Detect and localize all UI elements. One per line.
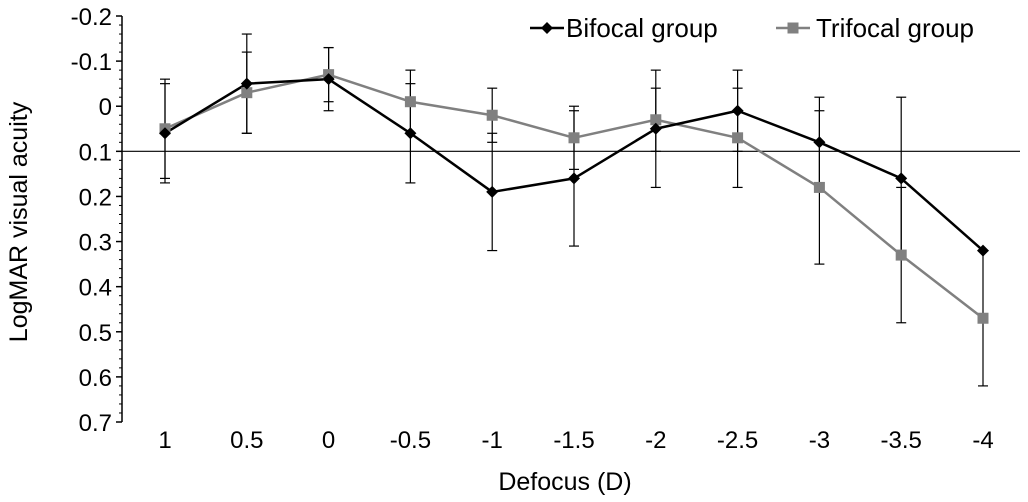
axes xyxy=(116,15,123,423)
trifocal-group-point xyxy=(977,312,989,324)
legend-label-bifocal-group: Bifocal group xyxy=(566,13,718,43)
legend-marker-bifocal-group xyxy=(541,22,553,34)
tick-labels: -0.2 -0.1 0 0.1 0.2 0.3 0.4 0.5 0.6 0.7 1 0.5 0 -0.5 -… xyxy=(71,4,994,454)
legend-label-trifocal-group: Trifocal group xyxy=(816,13,974,43)
y-tick-label: 0.6 xyxy=(79,365,112,392)
trifocal-group-point xyxy=(241,87,253,99)
legend: Bifocal group Trifocal group xyxy=(530,13,974,43)
y-tick-label: 0.3 xyxy=(79,230,112,257)
y-tick-label: -0.2 xyxy=(71,4,112,31)
bifocal-group-point xyxy=(486,185,499,198)
y-tick-label: 0.5 xyxy=(79,320,112,347)
bifocal-group-point xyxy=(895,172,908,185)
bifocal-group-point xyxy=(731,104,744,117)
bifocal-group-point xyxy=(977,244,989,257)
x-tick-label: -3.5 xyxy=(881,427,922,454)
trifocal-group-point xyxy=(732,132,744,144)
bifocal-group-point xyxy=(240,77,253,90)
x-axis-title: Defocus (D) xyxy=(498,468,631,496)
x-tick-label: -1.5 xyxy=(553,427,594,454)
trifocal-group-point xyxy=(895,249,907,261)
bifocal-group-point xyxy=(568,172,580,185)
bifocal-group-point xyxy=(813,136,826,149)
x-tick-label: 0.5 xyxy=(230,427,263,454)
y-tick-label: 0.1 xyxy=(79,139,112,166)
legend-marker-trifocal-group xyxy=(787,22,799,34)
error-bars xyxy=(160,33,988,387)
y-tick-label: 0 xyxy=(99,94,112,121)
series-markers xyxy=(159,69,989,324)
trifocal-group-point xyxy=(650,114,662,126)
bifocal-group-point xyxy=(649,122,662,135)
y-tick-label: 0.2 xyxy=(79,184,112,211)
y-tick-label: 0.7 xyxy=(79,410,112,437)
bifocal-group-point xyxy=(404,127,417,140)
y-tick-label: -0.1 xyxy=(71,49,112,76)
trifocal-group-point xyxy=(486,109,498,121)
bifocal-group-point xyxy=(322,73,335,86)
x-tick-label: 1 xyxy=(158,427,171,454)
trifocal-group-point xyxy=(404,96,416,108)
x-tick-label: -3 xyxy=(809,427,830,454)
x-tick-label: -2.5 xyxy=(717,427,758,454)
y-tick-label: 0.4 xyxy=(79,275,112,302)
x-tick-label: -4 xyxy=(972,427,993,454)
y-axis-title: LogMAR visual acuity xyxy=(5,101,33,342)
trifocal-group-point xyxy=(813,181,825,193)
x-tick-label: -2 xyxy=(645,427,666,454)
bifocal-group-point xyxy=(159,127,171,140)
x-tick-label: -0.5 xyxy=(390,427,431,454)
x-tick-label: 0 xyxy=(322,427,335,454)
x-tick-label: -1 xyxy=(482,427,503,454)
trifocal-group-point xyxy=(568,132,580,144)
